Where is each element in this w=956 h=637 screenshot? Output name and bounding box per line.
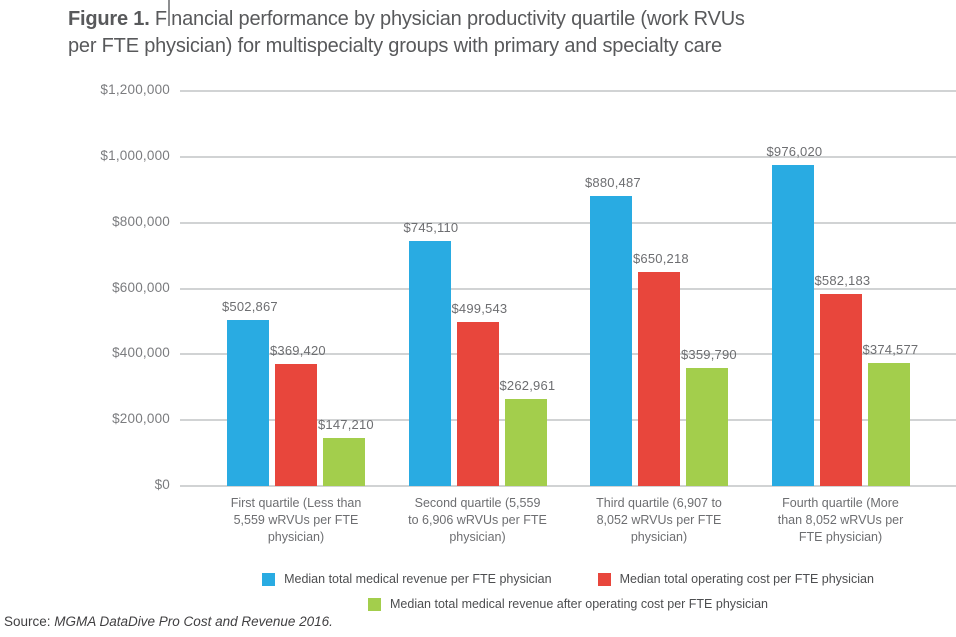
source-note: Source: MGMA DataDive Pro Cost and Reven… [4, 614, 333, 629]
legend-swatch [262, 572, 276, 586]
figure-number: Figure 1. [68, 8, 150, 30]
bar [504, 399, 547, 486]
x-axis-category-line: First quartile (Less than [230, 496, 362, 510]
x-axis-category-line: Third quartile (6,907 to [596, 496, 722, 510]
bar-value-label: $880,487 [585, 175, 641, 191]
y-axis-tick-label: $400,000 [112, 345, 170, 361]
legend-label: Median total medical revenue after opera… [390, 597, 768, 611]
bar [227, 320, 269, 486]
x-axis-category-line: to 6,906 wRVUs per FTE [408, 513, 547, 527]
x-axis-category-line: Fourth quartile (More [782, 496, 899, 510]
bar-value-label: $502,867 [222, 299, 278, 315]
figure-title: Figure 1. Financial performance by physi… [68, 6, 745, 60]
y-axis-tick-label: $600,000 [112, 279, 170, 295]
bar-value-label: $147,210 [318, 416, 374, 432]
x-axis-category-label: Second quartile (5,559 to 6,906 wRVUs per… [390, 495, 566, 546]
x-axis-category-line: physician) [449, 530, 506, 544]
x-axis-category-label: Third quartile (6,907 to 8,052 wRVUs per … [571, 495, 747, 546]
bar-value-label: $262,961 [499, 378, 556, 394]
bar [456, 321, 499, 486]
legend-row: Median total medical revenue after opera… [180, 597, 956, 611]
x-axis-category-line: than 8,052 wRVUs per [777, 513, 904, 527]
figure-title-line2: per FTE physician) for multispecialty gr… [68, 35, 722, 57]
gridline [180, 221, 956, 224]
bar [638, 271, 680, 486]
bar [867, 362, 910, 486]
legend-swatch [368, 597, 381, 611]
bar-value-label: $582,183 [814, 273, 871, 289]
gridline [180, 419, 956, 422]
bar-value-label: $745,110 [403, 219, 459, 235]
source-citation: MGMA DataDive Pro Cost and Revenue 2016. [54, 614, 333, 629]
legend-item: Median total medical revenue after opera… [368, 597, 768, 611]
y-axis-tick-label: $200,000 [112, 411, 170, 427]
x-axis-category-line: FTE physician) [798, 530, 883, 544]
chart-legend: Median total medical revenue per FTE phy… [180, 572, 956, 622]
x-axis-category-label: First quartile (Less than 5,559 wRVUs per… [208, 495, 384, 546]
bar-value-label: $976,020 [766, 143, 823, 159]
bar [275, 364, 317, 486]
legend-label: Median total medical revenue per FTE phy… [284, 572, 552, 586]
x-axis-category-line: physician) [630, 530, 688, 544]
y-axis-tick-label: $1,000,000 [100, 147, 170, 163]
text-cursor-artifact [168, 0, 170, 26]
y-axis-tick-label: $1,200,000 [100, 82, 170, 97]
bar [771, 164, 814, 486]
gridline [180, 287, 956, 290]
figure-title-line1: Figure 1. Financial performance by physi… [68, 8, 745, 30]
bar-value-label: $359,790 [681, 346, 737, 362]
bar-value-label: $650,218 [633, 250, 689, 266]
x-axis-category-line: Second quartile (5,559 [414, 496, 541, 510]
bar-value-label: $499,543 [451, 300, 508, 316]
x-axis-category-line: 8,052 wRVUs per FTE [596, 513, 722, 527]
bar [408, 240, 451, 486]
legend-label: Median total operating cost per FTE phys… [619, 572, 874, 586]
x-axis-category-label: Fourth quartile (More than 8,052 wRVUs pe… [753, 495, 929, 546]
gridline [180, 90, 956, 92]
bar [323, 437, 365, 486]
bar [686, 367, 728, 486]
gridline [180, 353, 956, 356]
legend-swatch [597, 572, 611, 586]
x-axis-category-line: 5,559 wRVUs per FTE [233, 513, 359, 527]
bar-value-label: $374,577 [862, 341, 919, 357]
legend-item: Median total medical revenue per FTE phy… [262, 572, 552, 586]
gridline [180, 155, 956, 158]
bar [819, 294, 862, 486]
x-axis-category-line: physician) [267, 530, 325, 544]
y-axis-tick-label: $800,000 [112, 213, 170, 229]
bar [590, 196, 632, 486]
bar-value-label: $369,420 [270, 343, 326, 359]
gridline [180, 485, 956, 487]
source-prefix: Source: [4, 614, 55, 629]
y-axis-tick-label: $0 [154, 477, 170, 492]
legend-row: Median total medical revenue per FTE phy… [180, 572, 956, 586]
legend-item: Median total operating cost per FTE phys… [597, 572, 874, 586]
